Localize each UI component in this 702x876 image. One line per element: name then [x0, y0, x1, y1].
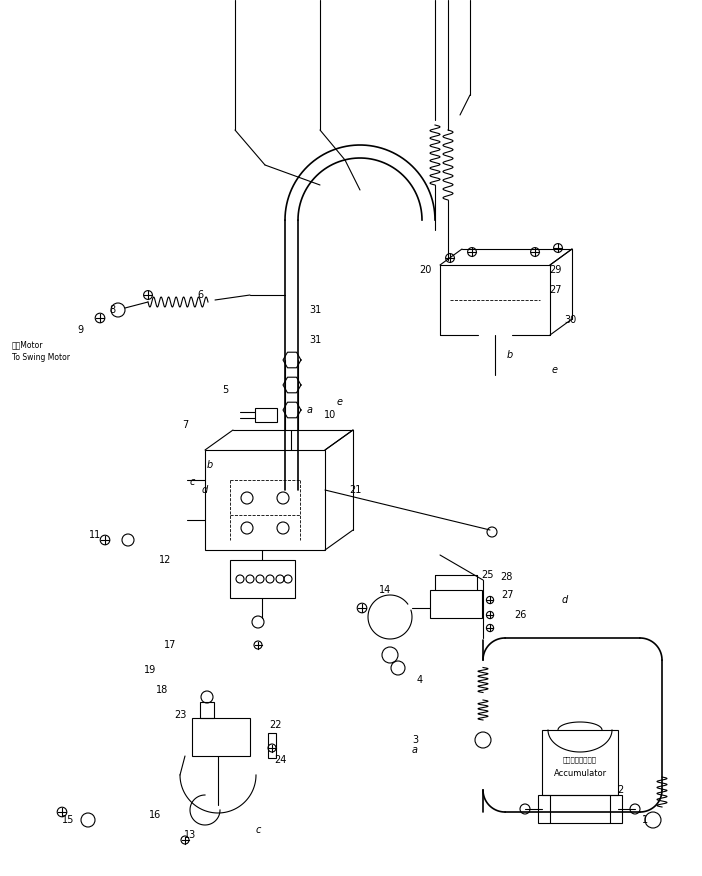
Text: a: a	[307, 405, 313, 415]
Text: 旋回Motor: 旋回Motor	[12, 341, 44, 350]
Text: 23: 23	[174, 710, 186, 720]
Text: 27: 27	[502, 590, 515, 600]
Text: 24: 24	[274, 755, 286, 765]
Text: 6: 6	[197, 290, 203, 300]
Text: 27: 27	[549, 285, 562, 295]
Text: 1: 1	[642, 815, 648, 825]
Text: 16: 16	[149, 810, 161, 820]
Text: Accumulator: Accumulator	[553, 768, 607, 778]
Text: 3: 3	[412, 735, 418, 745]
Text: 15: 15	[62, 815, 74, 825]
Text: 28: 28	[500, 572, 512, 582]
Bar	[200, 702, 214, 718]
Text: 17: 17	[164, 640, 176, 650]
Text: e: e	[337, 397, 343, 407]
Text: 31: 31	[309, 335, 321, 345]
Text: 30: 30	[564, 315, 576, 325]
Bar	[255, 408, 277, 422]
Bar	[192, 718, 250, 756]
Bar	[230, 560, 295, 598]
Text: 21: 21	[349, 485, 362, 495]
Text: 12: 12	[159, 555, 171, 565]
Text: 14: 14	[379, 585, 391, 595]
Text: d: d	[202, 485, 208, 495]
Text: 11: 11	[89, 530, 101, 540]
Text: 2: 2	[617, 785, 623, 795]
Text: 13: 13	[184, 830, 196, 840]
Bar	[205, 450, 325, 550]
Text: b: b	[207, 460, 213, 470]
Bar	[538, 795, 622, 823]
Text: 7: 7	[182, 420, 188, 430]
Text: 4: 4	[417, 675, 423, 685]
Text: 8: 8	[109, 305, 115, 315]
Text: 25: 25	[482, 570, 494, 580]
Text: 18: 18	[156, 685, 168, 695]
Text: To Swing Motor: To Swing Motor	[12, 354, 70, 363]
Text: 31: 31	[309, 305, 321, 315]
Text: 9: 9	[77, 325, 83, 335]
Text: a: a	[412, 745, 418, 755]
Text: e: e	[552, 365, 558, 375]
Text: 22: 22	[269, 720, 282, 730]
Text: 19: 19	[144, 665, 156, 675]
Text: 26: 26	[514, 610, 526, 620]
Text: アキュームレータ: アキュームレータ	[563, 757, 597, 763]
Text: c: c	[256, 825, 260, 835]
Bar	[268, 733, 276, 758]
Text: 10: 10	[324, 410, 336, 420]
Text: 29: 29	[549, 265, 561, 275]
Bar	[542, 730, 618, 795]
Text: b: b	[507, 350, 513, 360]
Text: 5: 5	[222, 385, 228, 395]
Text: 20: 20	[419, 265, 431, 275]
Text: c: c	[190, 477, 194, 487]
Text: d: d	[562, 595, 568, 605]
Bar	[430, 590, 482, 618]
